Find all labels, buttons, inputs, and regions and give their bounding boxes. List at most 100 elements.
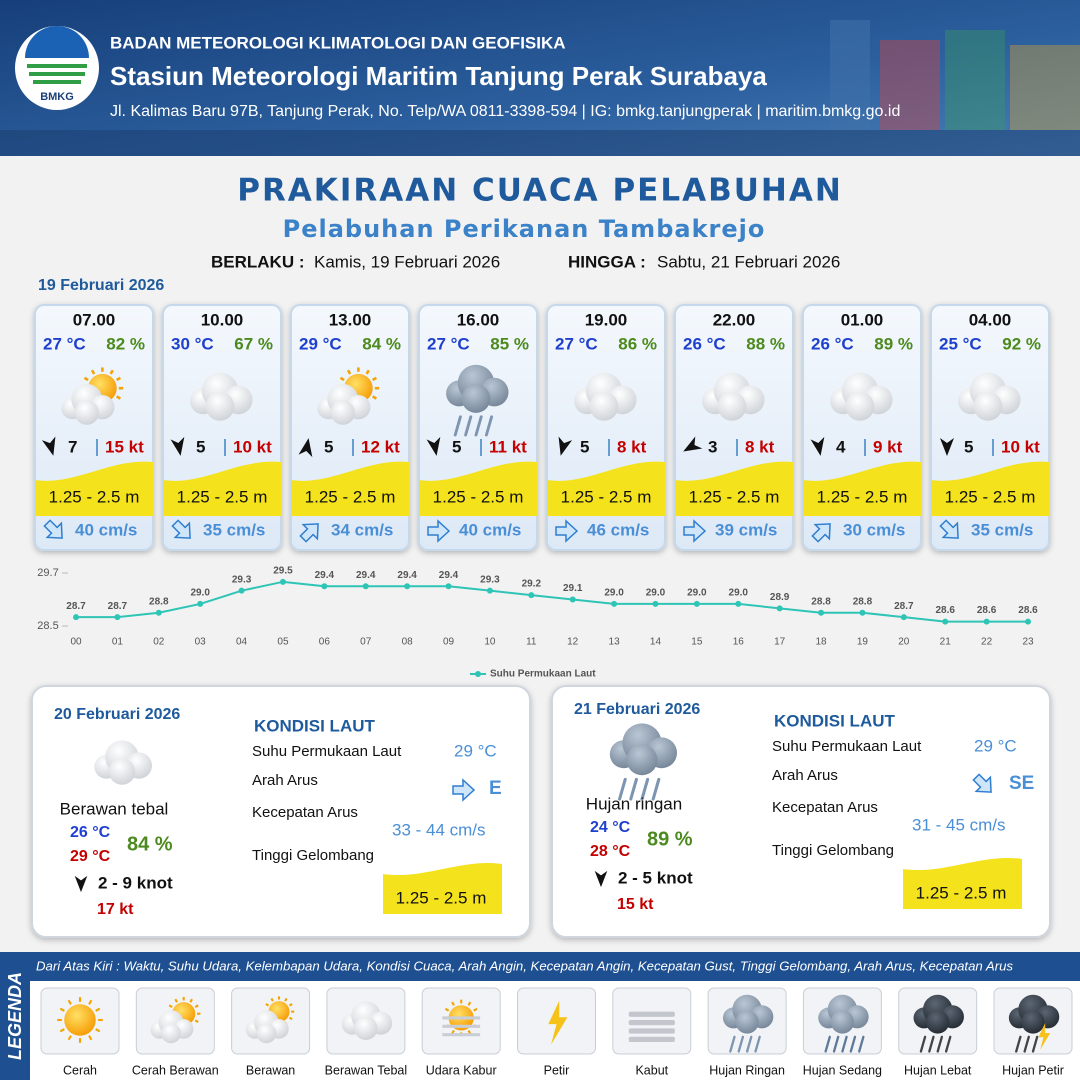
wave-height: 1.25 - 2.5 m bbox=[945, 487, 1036, 506]
sun-ray bbox=[83, 376, 89, 382]
temp-max: 28 °C bbox=[590, 843, 631, 860]
legend-item: Berawan bbox=[246, 1063, 295, 1077]
value-label: 29.3 bbox=[232, 574, 252, 585]
cloud-part bbox=[830, 1010, 854, 1034]
rain-drop bbox=[832, 1035, 840, 1053]
value-label: 29.0 bbox=[190, 588, 210, 599]
gust: 10 kt bbox=[233, 437, 272, 456]
decor bbox=[1010, 45, 1080, 130]
wave-height: 1.25 - 2.5 m bbox=[396, 888, 487, 907]
x-tick-label: 01 bbox=[112, 637, 124, 648]
sun-ray bbox=[339, 376, 345, 382]
wind-arrow bbox=[426, 436, 441, 456]
humidity: 85 % bbox=[490, 334, 529, 353]
forecast-card: 01.00 26 °C 89 % 4 9 kt 1.25 - 2.5 m 30 cm/s bbox=[802, 304, 922, 551]
humidity: 67 % bbox=[234, 334, 273, 353]
cloud bbox=[150, 1010, 194, 1044]
rain-drop bbox=[1015, 1035, 1022, 1053]
sun-ray bbox=[194, 1019, 199, 1023]
sun-ray bbox=[444, 1007, 450, 1012]
weather-icon bbox=[628, 1011, 675, 1043]
rain-drop bbox=[936, 1035, 944, 1053]
cloud-part bbox=[256, 1023, 277, 1044]
cloud bbox=[818, 994, 869, 1034]
value-label: 28.9 bbox=[770, 592, 790, 603]
x-tick-label: 07 bbox=[360, 637, 372, 648]
sea-title: KONDISI LAUT bbox=[774, 711, 896, 730]
bolt-group bbox=[1038, 1022, 1051, 1050]
time: 01.00 bbox=[841, 310, 884, 329]
sun-ray bbox=[67, 999, 72, 1005]
panel-date: 20 Februari 2026 bbox=[54, 706, 180, 723]
wind-arrow bbox=[558, 436, 573, 456]
sea-label: Arah Arus bbox=[252, 772, 318, 789]
wave-shape bbox=[383, 862, 502, 914]
weather-icon bbox=[442, 999, 481, 1037]
sst-point bbox=[693, 600, 700, 607]
value-label: 28.6 bbox=[1018, 605, 1038, 616]
gust: 11 kt bbox=[489, 437, 527, 456]
fog-line bbox=[628, 1020, 675, 1026]
day-panel: 21 Februari 2026 Hujan ringan 24 °C 28 °C 89… bbox=[551, 685, 1051, 938]
legend-item: Hujan Ringan bbox=[709, 1063, 785, 1077]
value-label: 29.4 bbox=[439, 570, 459, 581]
weather-icon bbox=[190, 372, 253, 421]
sst-chart: 28.5 29.7 28.7 00 28.7 01 28.8 02 29.0 03 29.3 04 29… bbox=[37, 565, 1038, 679]
wind-arrow bbox=[41, 436, 56, 456]
x-tick-label: 18 bbox=[815, 637, 827, 648]
sea-label: Kecepatan Arus bbox=[772, 799, 878, 816]
weather-icon bbox=[94, 740, 152, 785]
cloud bbox=[61, 383, 115, 425]
x-tick-label: 09 bbox=[443, 637, 455, 648]
forecast-card: 13.00 29 °C 84 % 5 12 kt 1.25 - 2.5 m 34 cm/s bbox=[290, 304, 410, 551]
sun-ray bbox=[90, 369, 96, 375]
value-label: 28.7 bbox=[894, 601, 914, 612]
value-label: 29.4 bbox=[397, 570, 417, 581]
y-tick-label: 28.5 bbox=[37, 620, 58, 632]
weather-icon bbox=[818, 994, 869, 1053]
gust: 12 kt bbox=[361, 437, 400, 456]
value-label: 28.8 bbox=[853, 596, 873, 607]
wind-arrow bbox=[594, 870, 608, 888]
rain-drop bbox=[484, 415, 494, 437]
org-name: BADAN METEOROLOGI KLIMATOLOGI DAN GEOFIS… bbox=[110, 33, 566, 52]
legend-item: Hujan Petir bbox=[1002, 1063, 1064, 1077]
current-speed: 34 cm/s bbox=[331, 520, 393, 539]
valid-to-label: HINGGA : bbox=[568, 252, 646, 271]
sun-ray bbox=[115, 395, 122, 400]
panel-box bbox=[31, 685, 531, 938]
rain-drop bbox=[629, 777, 638, 801]
legend-title: LEGENDA bbox=[5, 972, 25, 1060]
weather-icon bbox=[958, 372, 1021, 421]
valid-to: Sabtu, 21 Februari 2026 bbox=[657, 252, 840, 271]
decor bbox=[880, 40, 940, 130]
day-panel: 20 Februari 2026 Berawan tebal 26 °C 29 °C 8… bbox=[31, 685, 531, 938]
subtitle: Pelabuhan Perikanan Tambakrejo bbox=[283, 215, 766, 243]
humidity: 86 % bbox=[618, 334, 657, 353]
gust: 10 kt bbox=[1001, 437, 1040, 456]
sst-point bbox=[528, 592, 535, 599]
value-label: 29.0 bbox=[729, 588, 749, 599]
sun-ray bbox=[467, 1001, 472, 1006]
time: 10.00 bbox=[201, 310, 244, 329]
legend-description: Dari Atas Kiri : Waktu, Suhu Udara, Kele… bbox=[36, 958, 1013, 973]
value-label: 28.7 bbox=[66, 601, 86, 612]
sea-label: Suhu Permukaan Laut bbox=[772, 738, 922, 755]
value-label: 29.1 bbox=[563, 583, 583, 594]
sun-ray bbox=[284, 997, 288, 1002]
wave-shape bbox=[547, 461, 665, 516]
forecast-card: 04.00 25 °C 92 % 5 10 kt 1.25 - 2.5 m 35 cm/s bbox=[930, 304, 1050, 551]
sun-ray bbox=[473, 1007, 478, 1012]
x-tick-label: 03 bbox=[195, 637, 207, 648]
x-tick-label: 20 bbox=[898, 637, 910, 648]
rain-drop bbox=[618, 777, 627, 801]
wave-height: 1.25 - 2.5 m bbox=[689, 487, 780, 506]
sun-ray bbox=[168, 1004, 173, 1008]
weather-icon bbox=[548, 1000, 568, 1045]
cloud-part bbox=[589, 392, 619, 421]
chart-legend-label: Suhu Permukaan Laut bbox=[490, 669, 596, 680]
x-tick-label: 13 bbox=[609, 637, 621, 648]
fog-line bbox=[628, 1011, 675, 1017]
cloud-part bbox=[973, 392, 1003, 421]
